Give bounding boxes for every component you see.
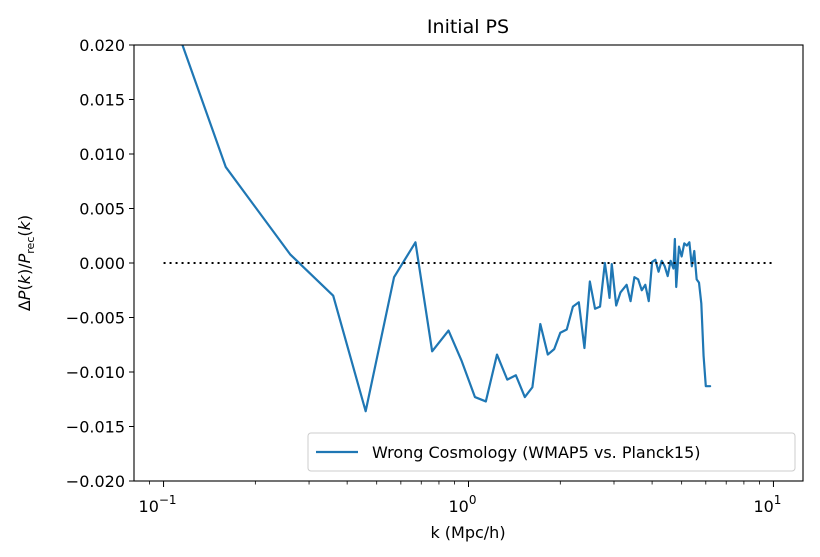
y-tick-label: −0.005 — [66, 309, 125, 328]
chart-title: Initial PS — [427, 16, 509, 38]
y-tick-label: 0.015 — [79, 91, 125, 110]
y-tick-label: 0.020 — [79, 36, 125, 55]
legend-box — [307, 432, 796, 472]
y-tick-label: 0.000 — [79, 254, 125, 273]
x-tick-label: 10−1 — [139, 493, 177, 516]
series-line-0 — [181, 45, 712, 413]
y-axis: 0.020 0.015 0.010 0.005 0.000 −0.005 −0.010 −0.… — [66, 36, 134, 491]
x-tick-label: 101 — [753, 493, 781, 516]
legend: Wrong Cosmology (WMAP5 vs. Planck15) — [307, 432, 796, 472]
legend-entry-label: Wrong Cosmology (WMAP5 vs. Planck15) — [372, 443, 701, 462]
y-tick-label: 0.005 — [79, 200, 125, 219]
y-tick-label: −0.020 — [66, 472, 125, 491]
y-tick-label: 0.010 — [79, 145, 125, 164]
y-tick-label: −0.015 — [66, 418, 125, 437]
x-axis-label: k (Mpc/h) — [430, 523, 505, 542]
x-axis: 10−1 100 101 — [139, 481, 781, 516]
y-axis-label: ΔP(k)/Prec(k) — [15, 215, 37, 311]
y-tick-label: −0.010 — [66, 363, 125, 382]
x-tick-label: 100 — [449, 493, 477, 516]
